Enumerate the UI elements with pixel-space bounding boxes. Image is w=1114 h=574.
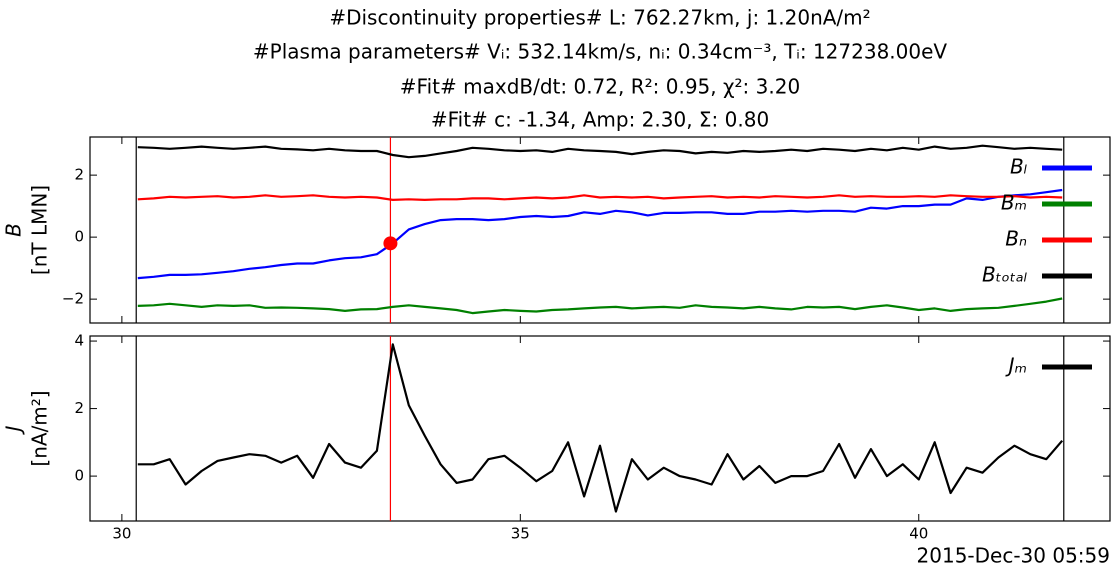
y-tick-label: 2 <box>74 399 84 417</box>
y-tick-label: −2 <box>62 290 84 308</box>
plot-frame <box>89 136 1111 324</box>
title-line: #Plasma parameters# Vᵢ: 532.14km/s, nᵢ: … <box>253 40 948 64</box>
title-line: #Discontinuity properties# L: 762.27km, … <box>329 6 870 30</box>
legend-label: Bₘ <box>1001 191 1027 215</box>
series-line <box>137 297 1063 315</box>
y-axis-label: J <box>2 425 26 435</box>
x-tick-label: 35 <box>511 525 530 543</box>
y-tick-label: 0 <box>74 467 84 485</box>
title-line: #Fit# maxdB/dt: 0.72, R²: 0.95, χ²: 3.20 <box>400 75 800 99</box>
y-tick-label: 0 <box>74 228 84 246</box>
y-axis-label: [nA/m²] <box>28 390 52 466</box>
series-line <box>137 194 1063 201</box>
legend-label: Jₘ <box>1005 354 1027 378</box>
plot-frame <box>89 335 1111 522</box>
x-tick-label: 30 <box>112 525 131 543</box>
x-axis-label: 2015-Dec-30 05:59 <box>917 544 1110 568</box>
series-line <box>137 188 1063 280</box>
series-line <box>137 343 1064 513</box>
x-tick-label: 40 <box>909 525 928 543</box>
series-line <box>137 144 1063 159</box>
y-tick-label: 4 <box>74 332 84 350</box>
legend-label: Bₗ <box>1010 155 1028 179</box>
legend-label: Bₙ <box>1005 227 1027 251</box>
y-axis-label: [nT LMN] <box>28 185 52 275</box>
y-tick-label: 2 <box>74 166 84 184</box>
legend-label: Bₜₒₜₐₗ <box>982 263 1028 287</box>
marker <box>383 236 398 251</box>
title-line: #Fit# c: -1.34, Amp: 2.30, Σ: 0.80 <box>431 108 769 132</box>
y-axis-label: B <box>2 223 26 237</box>
